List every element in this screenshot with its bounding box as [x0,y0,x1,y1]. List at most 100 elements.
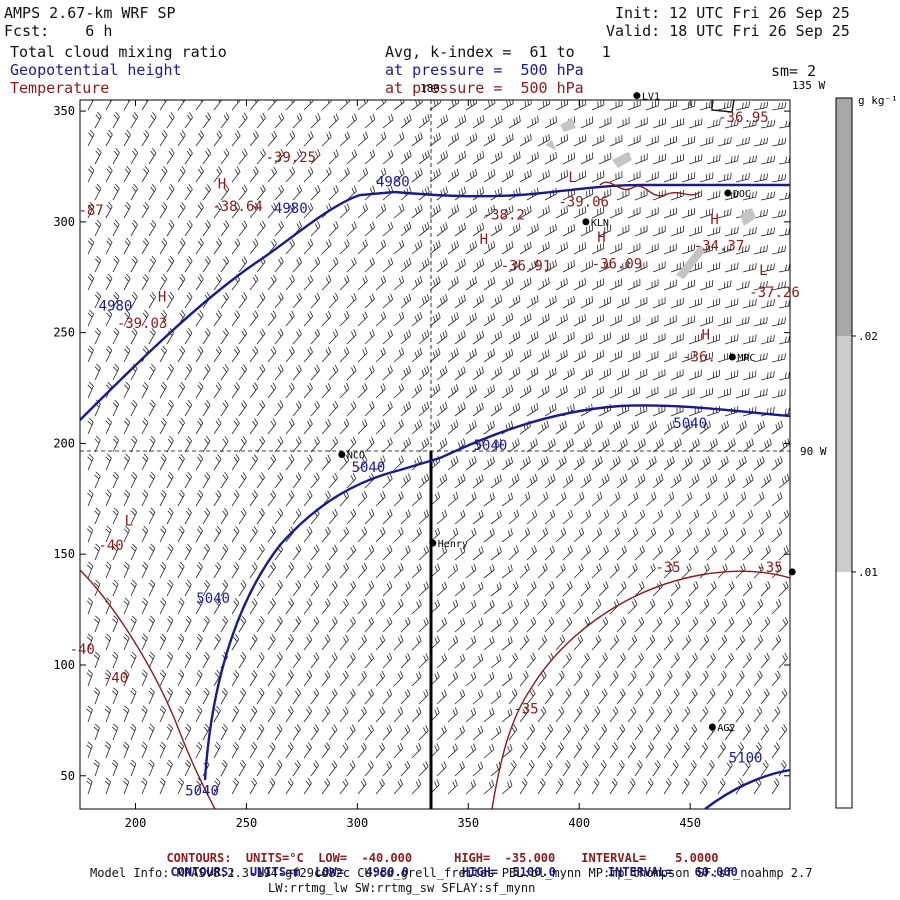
y-tick-label: 200 [53,436,75,450]
height-contour [203,456,441,781]
init-time: Init: 12 UTC Fri 26 Sep 25 [615,4,850,22]
temp-label: -35 [757,560,782,576]
footer-temp-high: HIGH= -35.000 [454,851,556,865]
colorbar-unit: g kg⁻¹ [858,94,898,107]
x-tick-label: 200 [125,816,147,830]
x-tick-label: 350 [457,816,479,830]
x-tick-label: 300 [347,816,369,830]
model-info-physics: LW:rrtmg_lw SW:rrtmg_sw SFLAY:sf_mynn [268,881,536,895]
temp-label: -39.25 [265,150,316,166]
height-contour [704,768,790,809]
height-label: 5040 [196,591,230,607]
k-index-range: Avg, k-index = 61 to 1 [385,43,611,61]
cloud-patch [560,118,576,132]
y-tick-label: 350 [53,104,75,118]
height-label: 4980 [376,174,410,190]
model-title: AMPS 2.67-km WRF SP [4,4,176,22]
temp-label: -36.95 [718,110,769,126]
height-contour [394,183,790,198]
height-contour [80,190,396,421]
temp-label: -34.37 [694,239,745,255]
temp-label: -39.03 [117,316,168,332]
temp-label: -35 [655,560,680,576]
footer-temp-interval: INTERVAL= 5.0000 [581,851,719,865]
field-height-title: Geopotential height [10,61,182,79]
station-dot [708,723,716,731]
footer-temp-low: CONTOURS: UNITS=°C LOW= -40.000 [166,851,413,865]
meridian-label-180: 180 [420,82,440,95]
height-label: 4980 [99,298,133,314]
footer-temp-contours: CONTOURS: UNITS=°C LOW= -40.000 HIGH= -35… [152,837,719,865]
wind-barbs [86,100,790,795]
colorbar-band-light [836,336,852,572]
cloud-patch [676,245,706,279]
footer-height-contours: CONTOURS: UNITS=m LOW= 4980.0 HIGH= 5100.… [156,851,738,879]
station-label: DOC [733,189,751,200]
station-label: KLN [591,218,609,229]
plot-frame [79,99,791,810]
footer-height-high: HIGH= 5100.0 [461,865,556,879]
temp-label: -40 [70,642,95,658]
station-dot [633,92,641,100]
temp-contour [80,569,216,809]
cloud-patch [740,208,756,226]
station-dot [728,353,736,361]
height-label: 5040 [352,460,386,476]
height-contour [439,404,790,460]
cloud-shading [545,118,756,279]
smoothing: sm= 2 [771,62,817,80]
forecast-hour: Fcst: 6 h [4,22,113,40]
y-tick-label: 250 [53,326,75,340]
station-label: LV1 [642,92,660,103]
meridian-label-135w: 135 W [792,79,825,92]
extremum-marker: H [158,290,166,306]
temp-pressure: at pressure = 500 hPa [385,79,584,97]
footer-height-low: CONTOURS: UNITS=m LOW= 4980.0 [170,865,409,879]
extremum-marker: H [597,230,605,246]
height-pressure: at pressure = 500 hPa [385,61,584,79]
colorbar-label-01: .01 [858,566,878,579]
footer-height-interval: INTERVAL= 60.000 [607,865,738,879]
temp-label: -40 [98,538,123,554]
temp-label: -35 [513,702,538,718]
height-label: 5040 [673,416,707,432]
temp-label: -87 [78,203,103,219]
temp-label: -38.2 [483,208,525,224]
height-label: 5100 [729,750,763,766]
height-label: 4980 [274,201,308,217]
station-label: Henry [438,539,468,550]
station-label: NCO [347,451,365,462]
field-temp-title: Temperature [10,79,110,97]
temp-contour [491,570,790,809]
extremum-marker: H [710,212,718,228]
cloud-patch [545,140,556,150]
y-tick-label: 150 [53,547,75,561]
model-info: Model Info: MPASv8.2.3-194-gf29cd82c CU:… [90,866,813,880]
valid-time: Valid: 18 UTC Fri 26 Sep 25 [606,22,850,40]
field-cloud-title: Total cloud mixing ratio [10,43,227,61]
station-dot [724,189,732,197]
colorbar-label-02: .02 [858,330,878,343]
temp-contour [599,181,701,197]
height-label: 5040 [474,438,508,454]
extremum-marker: L [125,513,133,529]
y-tick-label: 300 [53,215,75,229]
temp-label: -37.26 [749,285,800,301]
extremum-marker: H [701,327,709,343]
temp-label: -38.64 [212,199,263,215]
station-dot [788,568,796,576]
colorbar: g kg⁻¹ .02 .01 [835,94,898,809]
y-tick-label: 100 [53,658,75,672]
station-dot [338,451,346,458]
cloud-patch [612,152,632,168]
temp-label: -36. [682,349,716,365]
y-tick-label: 50 [61,769,75,783]
extremum-marker: L [568,170,576,186]
extremum-marker: H [218,177,226,193]
temp-label: -36.91 [501,259,552,275]
height-label: 5040 [185,784,219,800]
temp-label: -39.06 [558,194,609,210]
extremum-marker: H [480,232,488,248]
temp-label: -36.09 [592,256,643,272]
